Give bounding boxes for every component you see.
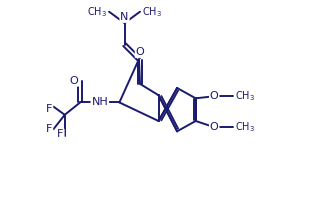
Text: CH$_3$: CH$_3$ [142, 5, 162, 19]
Text: O: O [210, 91, 218, 101]
Text: O: O [210, 122, 218, 132]
Text: CH$_3$: CH$_3$ [87, 5, 107, 19]
Text: F: F [46, 104, 52, 114]
Text: F: F [46, 124, 52, 134]
Text: N: N [120, 12, 129, 22]
Text: O: O [136, 47, 144, 57]
Text: CH$_3$: CH$_3$ [235, 89, 255, 103]
Text: NH: NH [91, 97, 108, 107]
Text: CH$_3$: CH$_3$ [235, 120, 255, 134]
Text: O: O [69, 76, 78, 86]
Text: F: F [57, 129, 64, 139]
